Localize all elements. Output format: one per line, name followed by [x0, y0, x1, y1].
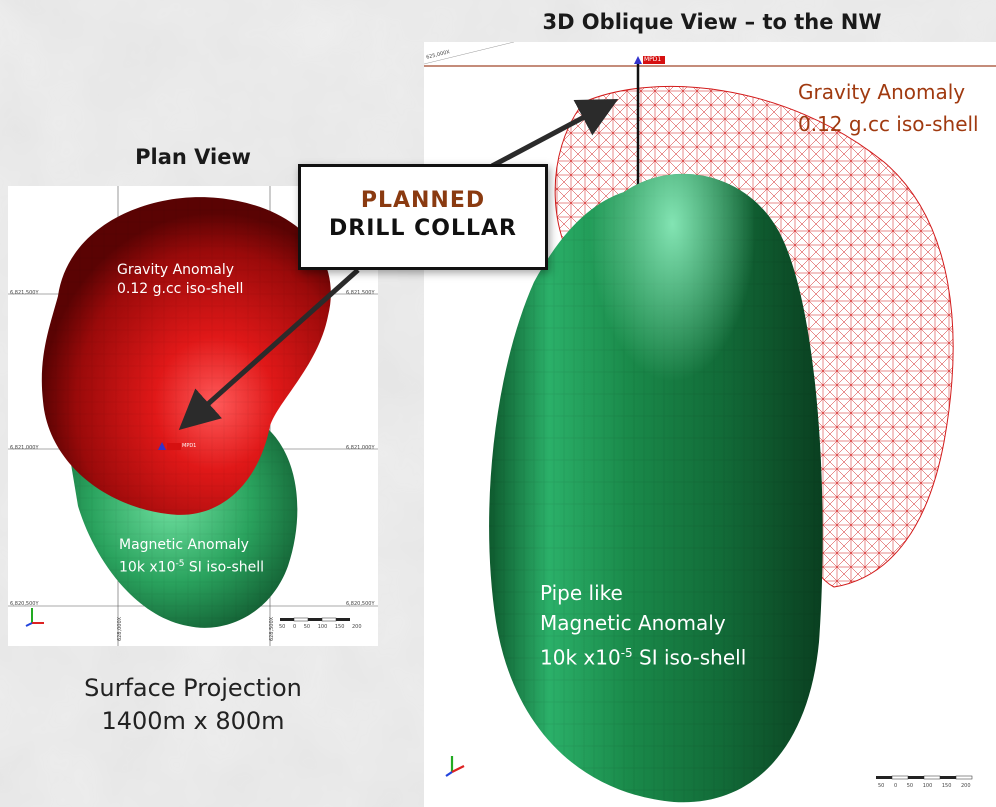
- plan-magnetic-label-line1: Magnetic Anomaly: [119, 537, 249, 553]
- callout-line-1: PLANNED: [360, 188, 486, 213]
- plan-axis-icon: [25, 608, 44, 627]
- northing-label: 6,821,000Y: [346, 445, 375, 451]
- plan-gravity-label-line2: 0.12 g.cc iso-shell: [117, 281, 244, 297]
- plan-view-title: Plan View: [135, 145, 251, 169]
- plan-collar-tag: MPD1: [182, 443, 197, 449]
- oblique-scale-ticks: 50 0 50 100 150 200: [878, 783, 971, 789]
- oblique-view-render: [424, 42, 996, 803]
- pipe-label-line3: 10k x10-5 SI iso-shell: [540, 645, 747, 670]
- easting-label: 628,000X: [117, 616, 124, 642]
- oblique-axis-icon: [445, 756, 465, 777]
- oblique-view-title: 3D Oblique View – to the NW: [542, 10, 882, 34]
- surface-dimensions-caption: 1400m x 800m: [101, 707, 285, 735]
- plan-gravity-label-line1: Gravity Anomaly: [117, 262, 234, 278]
- pipe-label-line2: Magnetic Anomaly: [540, 611, 726, 635]
- plan-scale-ticks: 50 0 50 100 150 200: [279, 624, 362, 630]
- oblique-gravity-label-line1: Gravity Anomaly: [798, 80, 966, 104]
- oblique-view-panel: 625,000X MPD1 50 0 50 100 150 200 Gravit…: [424, 42, 996, 807]
- oblique-scale-bar: [876, 775, 973, 780]
- northing-label: 6,821,500Y: [10, 290, 39, 296]
- planned-drill-collar-callout: PLANNED DRILL COLLAR: [298, 164, 548, 270]
- oblique-collar-tag: MPD1: [644, 56, 662, 63]
- surface-projection-caption: Surface Projection: [84, 674, 302, 702]
- plan-scale-bar: [280, 617, 350, 622]
- pipe-label-line1: Pipe like: [540, 581, 623, 605]
- oblique-gravity-label-line2: 0.12 g.cc iso-shell: [798, 112, 979, 136]
- plan-collar-marker: [158, 442, 181, 450]
- easting-label: 628,500X: [269, 616, 276, 642]
- northing-label: 6,821,500Y: [346, 290, 375, 296]
- northing-label: 6,820,500Y: [346, 601, 375, 607]
- northing-label: 6,821,000Y: [10, 445, 39, 451]
- callout-line-2: DRILL COLLAR: [329, 216, 517, 241]
- plan-magnetic-label-line2: 10k x10-5 SI iso-shell: [119, 559, 265, 576]
- northing-label: 6,820,500Y: [10, 601, 39, 607]
- oblique-collar-marker: [634, 56, 665, 64]
